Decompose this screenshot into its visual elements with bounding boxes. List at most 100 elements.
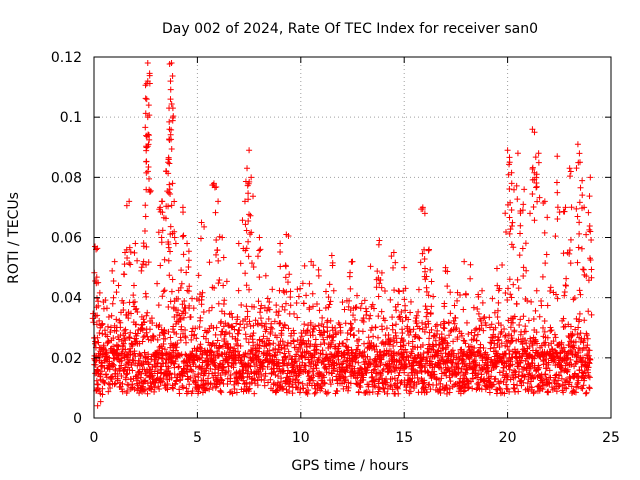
data-point xyxy=(405,332,412,339)
data-point xyxy=(421,328,428,335)
data-point xyxy=(343,358,350,365)
data-point xyxy=(496,336,503,343)
data-point xyxy=(535,159,542,166)
data-point xyxy=(186,381,193,388)
data-point xyxy=(577,339,584,346)
data-point xyxy=(510,244,517,251)
data-point xyxy=(545,389,552,396)
data-point xyxy=(506,350,513,357)
data-point xyxy=(92,338,99,345)
data-point xyxy=(543,251,550,258)
data-point xyxy=(566,379,573,386)
data-point xyxy=(234,337,241,344)
data-point xyxy=(159,345,166,352)
data-point xyxy=(143,169,150,176)
data-point xyxy=(496,385,503,392)
data-point xyxy=(552,374,559,381)
data-point xyxy=(312,323,319,330)
data-point xyxy=(413,312,420,319)
data-point xyxy=(506,161,513,168)
data-point xyxy=(443,390,450,397)
data-point xyxy=(178,267,185,274)
data-point xyxy=(576,230,583,237)
data-point xyxy=(501,326,508,333)
data-point xyxy=(345,303,352,310)
data-point xyxy=(356,382,363,389)
data-point xyxy=(326,355,333,362)
data-point xyxy=(166,118,173,125)
data-point xyxy=(309,368,316,375)
data-point xyxy=(536,194,543,201)
data-point xyxy=(586,384,593,391)
data-point xyxy=(438,365,445,372)
data-point xyxy=(585,277,592,284)
data-point xyxy=(358,300,365,307)
data-point xyxy=(198,354,205,361)
data-point xyxy=(235,240,242,247)
data-point xyxy=(280,368,287,375)
data-point xyxy=(444,268,451,275)
data-point xyxy=(246,318,253,325)
data-point xyxy=(196,297,203,304)
data-point xyxy=(377,277,384,284)
data-point xyxy=(421,256,428,263)
data-point xyxy=(190,368,197,375)
data-point xyxy=(172,358,179,365)
data-point xyxy=(114,371,121,378)
data-point xyxy=(177,376,184,383)
axis-ticks: 0 0.02 0.04 0.06 0.08 0.1 0.12 0 5 10 15 20 25 xyxy=(51,50,620,446)
data-point xyxy=(330,287,337,294)
data-point xyxy=(243,321,250,328)
data-point xyxy=(169,114,176,121)
data-point xyxy=(145,163,152,170)
data-point xyxy=(234,342,241,349)
data-point xyxy=(533,171,540,178)
data-point xyxy=(353,304,360,311)
data-point xyxy=(220,364,227,371)
data-point xyxy=(555,377,562,384)
data-point xyxy=(160,341,167,348)
data-point xyxy=(93,321,100,328)
data-point xyxy=(554,189,561,196)
data-point xyxy=(316,369,323,376)
data-point xyxy=(154,367,161,374)
data-point xyxy=(144,78,151,85)
data-point xyxy=(171,297,178,304)
chart-title: Day 002 of 2024, Rate Of TEC Index for r… xyxy=(162,21,538,37)
data-point xyxy=(211,362,218,369)
data-point xyxy=(498,329,505,336)
data-point xyxy=(527,210,534,217)
data-point xyxy=(287,302,294,309)
data-point xyxy=(532,307,539,314)
data-point xyxy=(203,329,210,336)
data-point xyxy=(203,335,210,342)
data-point xyxy=(250,330,257,337)
data-point xyxy=(536,364,543,371)
data-point xyxy=(299,280,306,287)
data-point xyxy=(547,324,554,331)
data-point xyxy=(387,347,394,354)
data-point xyxy=(178,323,185,330)
data-point xyxy=(434,327,441,334)
data-point xyxy=(177,337,184,344)
data-point xyxy=(537,354,544,361)
data-point xyxy=(554,215,561,222)
data-point xyxy=(169,72,176,79)
data-point xyxy=(244,165,251,172)
data-point xyxy=(163,385,170,392)
data-point xyxy=(568,383,575,390)
data-point xyxy=(284,279,291,286)
data-point xyxy=(532,154,539,161)
data-point xyxy=(519,352,526,359)
data-point xyxy=(425,292,432,299)
data-point xyxy=(325,389,332,396)
data-point xyxy=(205,328,212,335)
data-point xyxy=(560,389,567,396)
data-point xyxy=(303,292,310,299)
data-point xyxy=(390,264,397,271)
data-point xyxy=(446,332,453,339)
data-point xyxy=(447,289,454,296)
data-point xyxy=(544,334,551,341)
data-point xyxy=(418,368,425,375)
data-point xyxy=(511,327,518,334)
